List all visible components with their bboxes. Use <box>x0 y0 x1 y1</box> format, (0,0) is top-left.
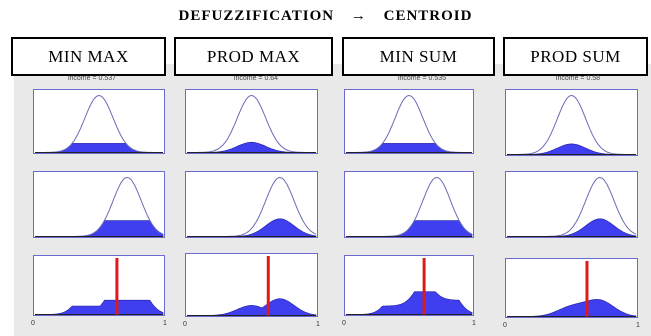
axis-min-label: 0 <box>31 320 35 327</box>
plot-prod-max-row-2 <box>185 171 318 238</box>
caption-prod-sum: income = 0.58 <box>555 75 601 82</box>
axis-min-label: 0 <box>503 322 507 329</box>
membership-curve <box>346 94 472 153</box>
membership-curve <box>187 94 316 153</box>
plot-frame <box>185 171 318 238</box>
title-centroid: CENTROID <box>383 8 473 24</box>
membership-curve <box>35 94 163 153</box>
plot-min-max-row-1 <box>33 89 165 154</box>
caption-min-sum: income = 0.535 <box>397 75 447 82</box>
axis-max-label: 1 <box>472 320 476 327</box>
page-title: DEFUZZIFICATION → CENTROID <box>0 8 651 25</box>
method-label-prod-sum: PROD SUM <box>503 37 648 76</box>
title-defuzzification: DEFUZZIFICATION <box>178 8 335 24</box>
membership-curve <box>507 94 636 155</box>
arrow-icon: → <box>350 8 367 24</box>
method-label-min-max: MIN MAX <box>11 37 166 76</box>
method-label-prod-max: PROD MAX <box>174 37 333 76</box>
plot-frame <box>505 171 638 238</box>
plot-min-max-row-2 <box>33 171 165 238</box>
aggregated-area <box>35 299 164 315</box>
plot-min-sum-row-1 <box>344 89 474 154</box>
method-label-min-sum: MIN SUM <box>342 37 495 76</box>
plot-frame <box>344 89 474 154</box>
caption-min-max: income = 0.537 <box>67 75 117 82</box>
caption-prod-max: income = 0.64 <box>233 75 279 82</box>
aggregated-area <box>346 291 473 315</box>
plot-prod-sum-row-2 <box>505 171 638 238</box>
axis-min-label: 0 <box>342 320 346 327</box>
plot-prod-max-row-1 <box>185 89 318 154</box>
plot-min-sum-row-2 <box>344 171 474 238</box>
axis-max-label: 1 <box>163 320 167 327</box>
plot-frame <box>33 89 165 154</box>
plot-prod-sum-row-1 <box>505 89 638 156</box>
axis-max-label: 1 <box>636 322 640 329</box>
axis-min-label: 0 <box>183 321 187 328</box>
axis-max-label: 1 <box>316 321 320 328</box>
